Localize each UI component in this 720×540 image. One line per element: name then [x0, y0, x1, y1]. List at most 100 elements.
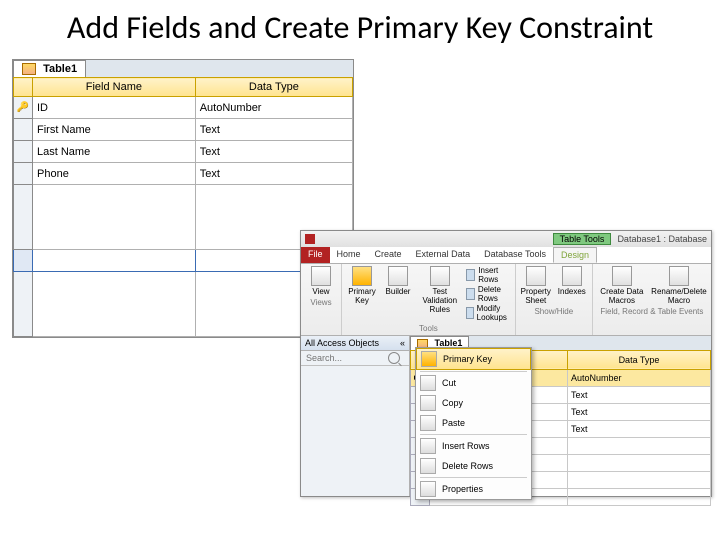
property-sheet-button[interactable]: Property Sheet — [520, 266, 552, 305]
type-cell[interactable]: AutoNumber — [568, 369, 711, 386]
modify-lookups-button[interactable]: Modify Lookups — [466, 304, 511, 322]
ctx-copy[interactable]: Copy — [416, 393, 531, 413]
ctx-cut[interactable]: Cut — [416, 373, 531, 393]
builder-icon — [388, 266, 408, 286]
tab-create[interactable]: Create — [368, 247, 409, 263]
ctx-insert-rows-label: Insert Rows — [442, 441, 490, 451]
insert-rows-button[interactable]: Insert Rows — [466, 266, 511, 284]
indexes-label: Indexes — [558, 287, 586, 296]
data-type-header[interactable]: Data Type — [195, 78, 352, 97]
nav-collapse-icon[interactable]: « — [400, 338, 405, 348]
ctx-paste[interactable]: Paste — [416, 413, 531, 433]
row-selector[interactable] — [14, 250, 33, 272]
type-cell[interactable]: AutoNumber — [195, 97, 352, 119]
separator — [420, 477, 527, 478]
nav-header-label: All Access Objects — [305, 338, 379, 348]
view-icon — [311, 266, 331, 286]
test-validation-label: Test Validation Rules — [418, 287, 462, 314]
ctx-primary-key-label: Primary Key — [443, 354, 492, 364]
view-button[interactable]: View — [305, 266, 337, 296]
corner-cell[interactable] — [14, 78, 33, 97]
row-selector[interactable] — [14, 141, 33, 163]
key-icon — [421, 351, 437, 367]
ctx-primary-key[interactable]: Primary Key — [416, 348, 531, 370]
type-cell[interactable]: Text — [568, 386, 711, 403]
context-menu: Primary Key Cut Copy Paste Insert Rows D… — [415, 347, 532, 500]
table-row[interactable]: Phone Text — [14, 163, 353, 185]
group-label: Show/Hide — [534, 307, 573, 316]
search-icon[interactable] — [388, 352, 400, 364]
row-selector[interactable] — [14, 185, 33, 250]
app-titlebar: Table Tools Database1 : Database — [301, 231, 711, 247]
tab-database-tools[interactable]: Database Tools — [477, 247, 553, 263]
ribbon-tabs: File Home Create External Data Database … — [301, 247, 711, 264]
ctx-paste-label: Paste — [442, 418, 465, 428]
ctx-delete-rows[interactable]: Delete Rows — [416, 456, 531, 476]
rename-delete-macro-button[interactable]: Rename/Delete Macro — [651, 266, 707, 305]
search-input[interactable] — [304, 352, 388, 364]
rename-macro-icon — [669, 266, 689, 286]
data-type-header[interactable]: Data Type — [568, 350, 711, 369]
type-cell[interactable] — [568, 454, 711, 471]
test-validation-button[interactable]: Test Validation Rules — [418, 266, 462, 314]
field-cell[interactable] — [33, 185, 196, 250]
type-cell[interactable]: Text — [195, 141, 352, 163]
property-sheet-icon — [526, 266, 546, 286]
field-cell[interactable]: Last Name — [33, 141, 196, 163]
ctx-cut-label: Cut — [442, 378, 456, 388]
row-selector[interactable] — [14, 119, 33, 141]
tab-external-data[interactable]: External Data — [409, 247, 478, 263]
create-data-macros-button[interactable]: Create Data Macros — [597, 266, 647, 305]
column-header-row: Field Name Data Type — [14, 78, 353, 97]
table-row[interactable]: Last Name Text — [14, 141, 353, 163]
tab-design[interactable]: Design — [553, 247, 597, 263]
type-cell[interactable] — [568, 437, 711, 454]
field-cell[interactable]: Phone — [33, 163, 196, 185]
field-cell[interactable]: First Name — [33, 119, 196, 141]
type-cell[interactable] — [568, 471, 711, 488]
tab-home[interactable]: Home — [330, 247, 368, 263]
indexes-icon — [562, 266, 582, 286]
primary-key-button[interactable]: Primary Key — [346, 266, 378, 305]
ctx-insert-rows[interactable]: Insert Rows — [416, 436, 531, 456]
ctx-properties[interactable]: Properties — [416, 479, 531, 499]
delete-rows-icon — [420, 458, 436, 474]
separator — [420, 371, 527, 372]
type-cell[interactable] — [568, 488, 711, 505]
delete-rows-label: Delete Rows — [478, 285, 511, 303]
tab-file[interactable]: File — [301, 247, 330, 263]
row-selector[interactable] — [14, 272, 33, 337]
field-cell[interactable] — [33, 250, 196, 272]
cut-icon — [420, 375, 436, 391]
group-label: Views — [310, 298, 331, 307]
ribbon-group-tools: Primary Key Builder Test Validation Rule… — [342, 264, 516, 335]
ctx-delete-rows-label: Delete Rows — [442, 461, 493, 471]
type-cell[interactable]: Text — [195, 119, 352, 141]
rename-delete-macro-label: Rename/Delete Macro — [651, 287, 707, 305]
row-selector-key[interactable]: 🔑 — [14, 97, 33, 119]
builder-button[interactable]: Builder — [382, 266, 414, 296]
nav-header[interactable]: All Access Objects « — [301, 336, 409, 351]
key-icon — [352, 266, 372, 286]
type-cell[interactable]: Text — [568, 403, 711, 420]
row-selector[interactable] — [14, 163, 33, 185]
table-tab[interactable]: Table1 — [13, 60, 86, 77]
type-cell[interactable]: Text — [195, 163, 352, 185]
copy-icon — [420, 395, 436, 411]
ctx-properties-label: Properties — [442, 484, 483, 494]
type-cell[interactable]: Text — [568, 420, 711, 437]
delete-rows-button[interactable]: Delete Rows — [466, 285, 511, 303]
field-name-header[interactable]: Field Name — [33, 78, 196, 97]
modify-lookups-label: Modify Lookups — [477, 304, 511, 322]
group-label: Field, Record & Table Events — [600, 307, 703, 316]
indexes-button[interactable]: Indexes — [556, 266, 588, 296]
ribbon-group-events: Create Data Macros Rename/Delete Macro F… — [593, 264, 711, 335]
navigation-pane: All Access Objects « — [301, 336, 410, 496]
field-cell[interactable]: ID — [33, 97, 196, 119]
table-row[interactable]: 🔑 ID AutoNumber — [14, 97, 353, 119]
paste-icon — [420, 415, 436, 431]
table-tab-label: Table1 — [43, 63, 77, 75]
field-cell[interactable] — [33, 272, 196, 337]
modify-lookups-icon — [466, 307, 474, 319]
table-row[interactable]: First Name Text — [14, 119, 353, 141]
